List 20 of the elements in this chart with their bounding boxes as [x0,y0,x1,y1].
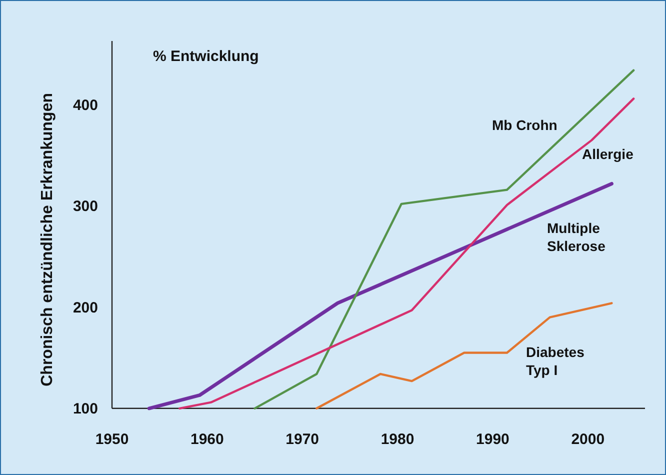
x-tick-label: 1980 [380,431,414,448]
y-tick-label: 400 [72,97,98,114]
line-series [178,98,635,410]
line-series [147,182,614,410]
y-axis-title: Chronisch entzündliche Erkrankungen [39,93,56,386]
series-label: Multiple Sklerose [547,220,606,254]
x-tick-label: 1960 [190,431,224,448]
x-tick-label: 1950 [95,431,129,448]
line-series [316,302,613,410]
x-tick-label: 1990 [476,431,510,448]
series-label: Mb Crohn [492,117,558,133]
x-tick-label: 2000 [571,431,605,448]
x-tick-label: 1970 [286,431,320,448]
text: % Entwicklung [153,48,259,65]
y-tick-label: 100 [72,400,98,418]
y-tick-label: 200 [72,299,98,316]
series-label: Diabetes Typ I [526,344,585,378]
y-tick-label: 300 [72,198,98,216]
series-label: Allergie [582,146,634,162]
line-series [254,69,635,410]
